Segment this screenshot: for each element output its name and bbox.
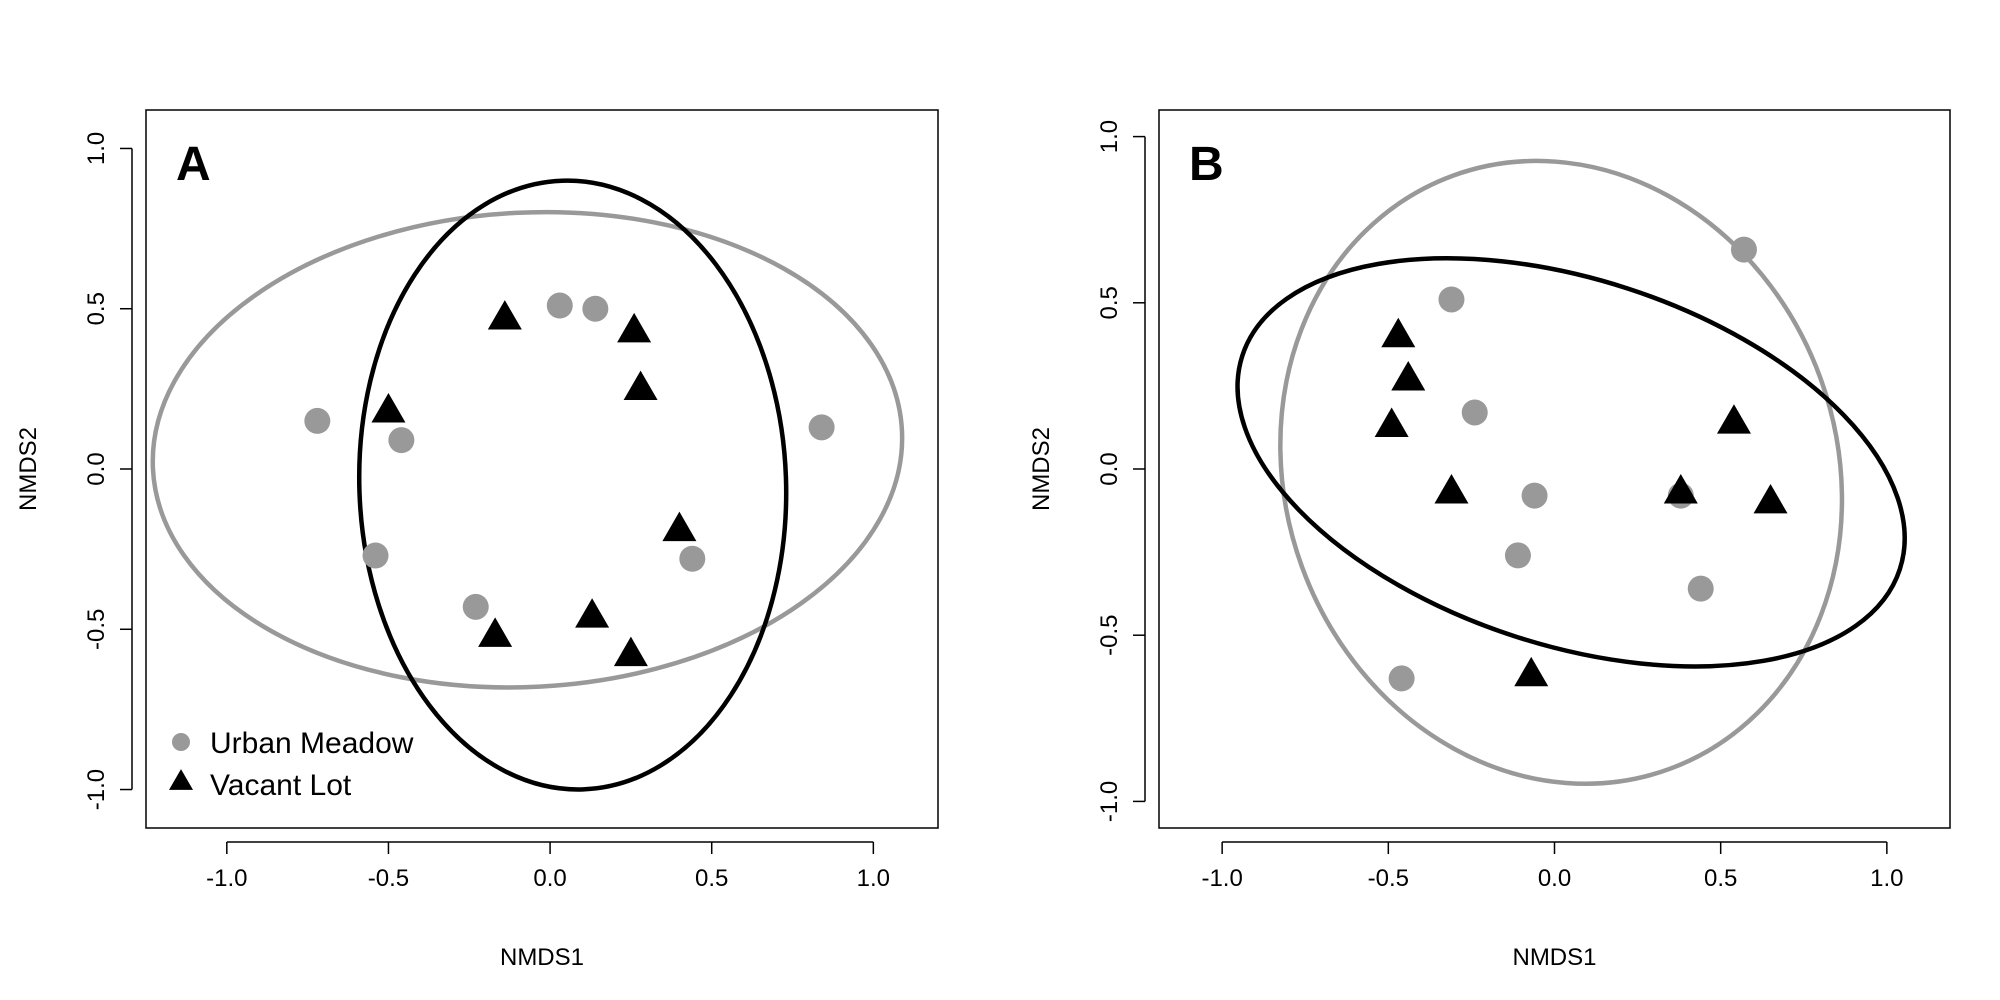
panel-b-x-tick-label-1: -1.0 bbox=[1201, 865, 1242, 892]
panel-b-vacant-lot-point-8 bbox=[1753, 483, 1788, 514]
panel-a-urban-meadow-point-8 bbox=[808, 414, 835, 441]
panel-b-vacant-lot-point-7 bbox=[1716, 404, 1751, 434]
panel-a-x-tick-label-5: 1.0 bbox=[857, 865, 890, 892]
panel-a-ellipse-urban-meadow bbox=[150, 209, 905, 690]
panel-a-vacant-lot-point-1 bbox=[371, 393, 406, 423]
panel-b-urban-meadow-point-5 bbox=[1388, 665, 1415, 692]
legend-urban-meadow-marker bbox=[172, 733, 190, 751]
panel-b: -1.0 -0.5 0.0 0.5 1.0 -1.0 -0.5 0.0 0.5 1.0 B NM… bbox=[1028, 109, 1951, 971]
panel-b-urban-meadow-point-8 bbox=[1730, 236, 1757, 263]
panel-a-x-tick-label-3: 0.0 bbox=[533, 865, 566, 892]
panel-a-vacant-lot-point-3 bbox=[617, 312, 652, 343]
panel-a-plot-box bbox=[145, 109, 939, 829]
panel-b-urban-meadow-point-2 bbox=[1461, 399, 1488, 426]
panel-a-y-tick-label-1: -1.0 bbox=[83, 769, 110, 810]
panel-a-urban-meadow-point-2 bbox=[388, 427, 415, 454]
panel-b-x-tick-label-5: 1.0 bbox=[1870, 865, 1903, 892]
panel-b-y-tick-label-5: 1.0 bbox=[1096, 120, 1123, 153]
panel-a-y-tick-label-2: -0.5 bbox=[83, 609, 110, 650]
panel-a-y-axis: -1.0 -0.5 0.0 0.5 1.0 bbox=[83, 132, 133, 810]
panel-b-y-tick-label-4: 0.5 bbox=[1096, 286, 1123, 319]
panel-b-y-axis: -1.0 -0.5 0.0 0.5 1.0 bbox=[1096, 120, 1146, 822]
panel-a-urban-meadow-point-5 bbox=[546, 292, 573, 319]
panel-a-vacant-lot-point-5 bbox=[662, 511, 697, 542]
panel-b-ellipse-vacant-lot bbox=[1235, 256, 1907, 669]
panel-a-vacant-lot-point-4 bbox=[623, 370, 658, 401]
legend: Urban Meadow Vacant Lot bbox=[169, 727, 414, 802]
panel-b-y-tick-label-2: -0.5 bbox=[1096, 615, 1123, 656]
panel-a-y-tick-label-5: 1.0 bbox=[83, 132, 110, 165]
panel-b-vacant-lot-point-5 bbox=[1514, 656, 1549, 687]
panel-a-ellipses bbox=[150, 178, 905, 792]
panel-b-plot-box bbox=[1158, 109, 1951, 829]
panel-a-x-axis: -1.0 -0.5 0.0 0.5 1.0 bbox=[206, 841, 890, 892]
panel-a-points bbox=[304, 292, 835, 667]
panel-a: -1.0 -0.5 0.0 0.5 1.0 -1.0 -0.5 0.0 0.5 1.0 A NM… bbox=[15, 109, 939, 971]
panel-b-urban-meadow-point-7 bbox=[1687, 575, 1714, 602]
legend-vacant-lot-label: Vacant Lot bbox=[210, 769, 352, 802]
panel-b-urban-meadow-point-3 bbox=[1521, 482, 1548, 509]
panel-a-urban-meadow-point-3 bbox=[362, 542, 389, 569]
panel-a-ellipse-vacant-lot bbox=[356, 178, 789, 792]
panel-b-ellipses bbox=[1235, 158, 1907, 786]
panel-a-urban-meadow-point-1 bbox=[304, 407, 331, 434]
panel-b-ellipse-urban-meadow bbox=[1278, 158, 1845, 786]
panel-b-urban-meadow-point-4 bbox=[1504, 542, 1531, 569]
panel-a-vacant-lot-point-7 bbox=[613, 636, 648, 667]
panel-b-y-tick-label-1: -1.0 bbox=[1096, 781, 1123, 822]
panel-a-vacant-lot-point-2 bbox=[487, 300, 522, 330]
panel-b-vacant-lot-point-4 bbox=[1434, 474, 1469, 504]
panel-b-x-axis: -1.0 -0.5 0.0 0.5 1.0 bbox=[1201, 841, 1904, 892]
panel-b-vacant-lot-point-2 bbox=[1391, 360, 1426, 391]
panel-b-label: B bbox=[1189, 138, 1224, 191]
panel-b-points bbox=[1374, 236, 1788, 692]
panel-b-y-tick-label-3: 0.0 bbox=[1096, 452, 1123, 485]
panel-b-x-tick-label-2: -0.5 bbox=[1368, 865, 1409, 892]
panel-b-vacant-lot-point-6 bbox=[1663, 474, 1698, 504]
panel-a-x-axis-title: NMDS1 bbox=[500, 944, 584, 971]
panel-a-y-tick-label-3: 0.0 bbox=[83, 452, 110, 485]
panel-b-y-axis-title: NMDS2 bbox=[1028, 427, 1055, 511]
panel-b-x-axis-title: NMDS1 bbox=[1512, 944, 1596, 971]
panel-a-y-axis-title: NMDS2 bbox=[15, 427, 42, 511]
panel-b-x-tick-label-3: 0.0 bbox=[1538, 865, 1571, 892]
panel-b-urban-meadow-point-1 bbox=[1438, 286, 1465, 313]
panel-a-y-tick-label-4: 0.5 bbox=[83, 292, 110, 325]
panel-a-vacant-lot-point-6 bbox=[575, 598, 610, 628]
panel-a-x-tick-label-4: 0.5 bbox=[695, 865, 728, 892]
panel-a-urban-meadow-point-6 bbox=[582, 295, 609, 322]
panel-b-vacant-lot-point-3 bbox=[1374, 407, 1409, 437]
panel-a-urban-meadow-point-7 bbox=[679, 545, 706, 572]
legend-urban-meadow-label: Urban Meadow bbox=[210, 727, 414, 760]
panel-b-vacant-lot-point-1 bbox=[1381, 317, 1416, 348]
panel-a-vacant-lot-point-8 bbox=[478, 617, 513, 647]
panel-a-x-tick-label-1: -1.0 bbox=[206, 865, 247, 892]
legend-vacant-lot-marker bbox=[169, 769, 193, 790]
panel-a-label: A bbox=[176, 138, 211, 191]
panel-a-urban-meadow-point-4 bbox=[462, 593, 489, 620]
panel-b-x-tick-label-4: 0.5 bbox=[1704, 865, 1737, 892]
panel-a-x-tick-label-2: -0.5 bbox=[368, 865, 409, 892]
